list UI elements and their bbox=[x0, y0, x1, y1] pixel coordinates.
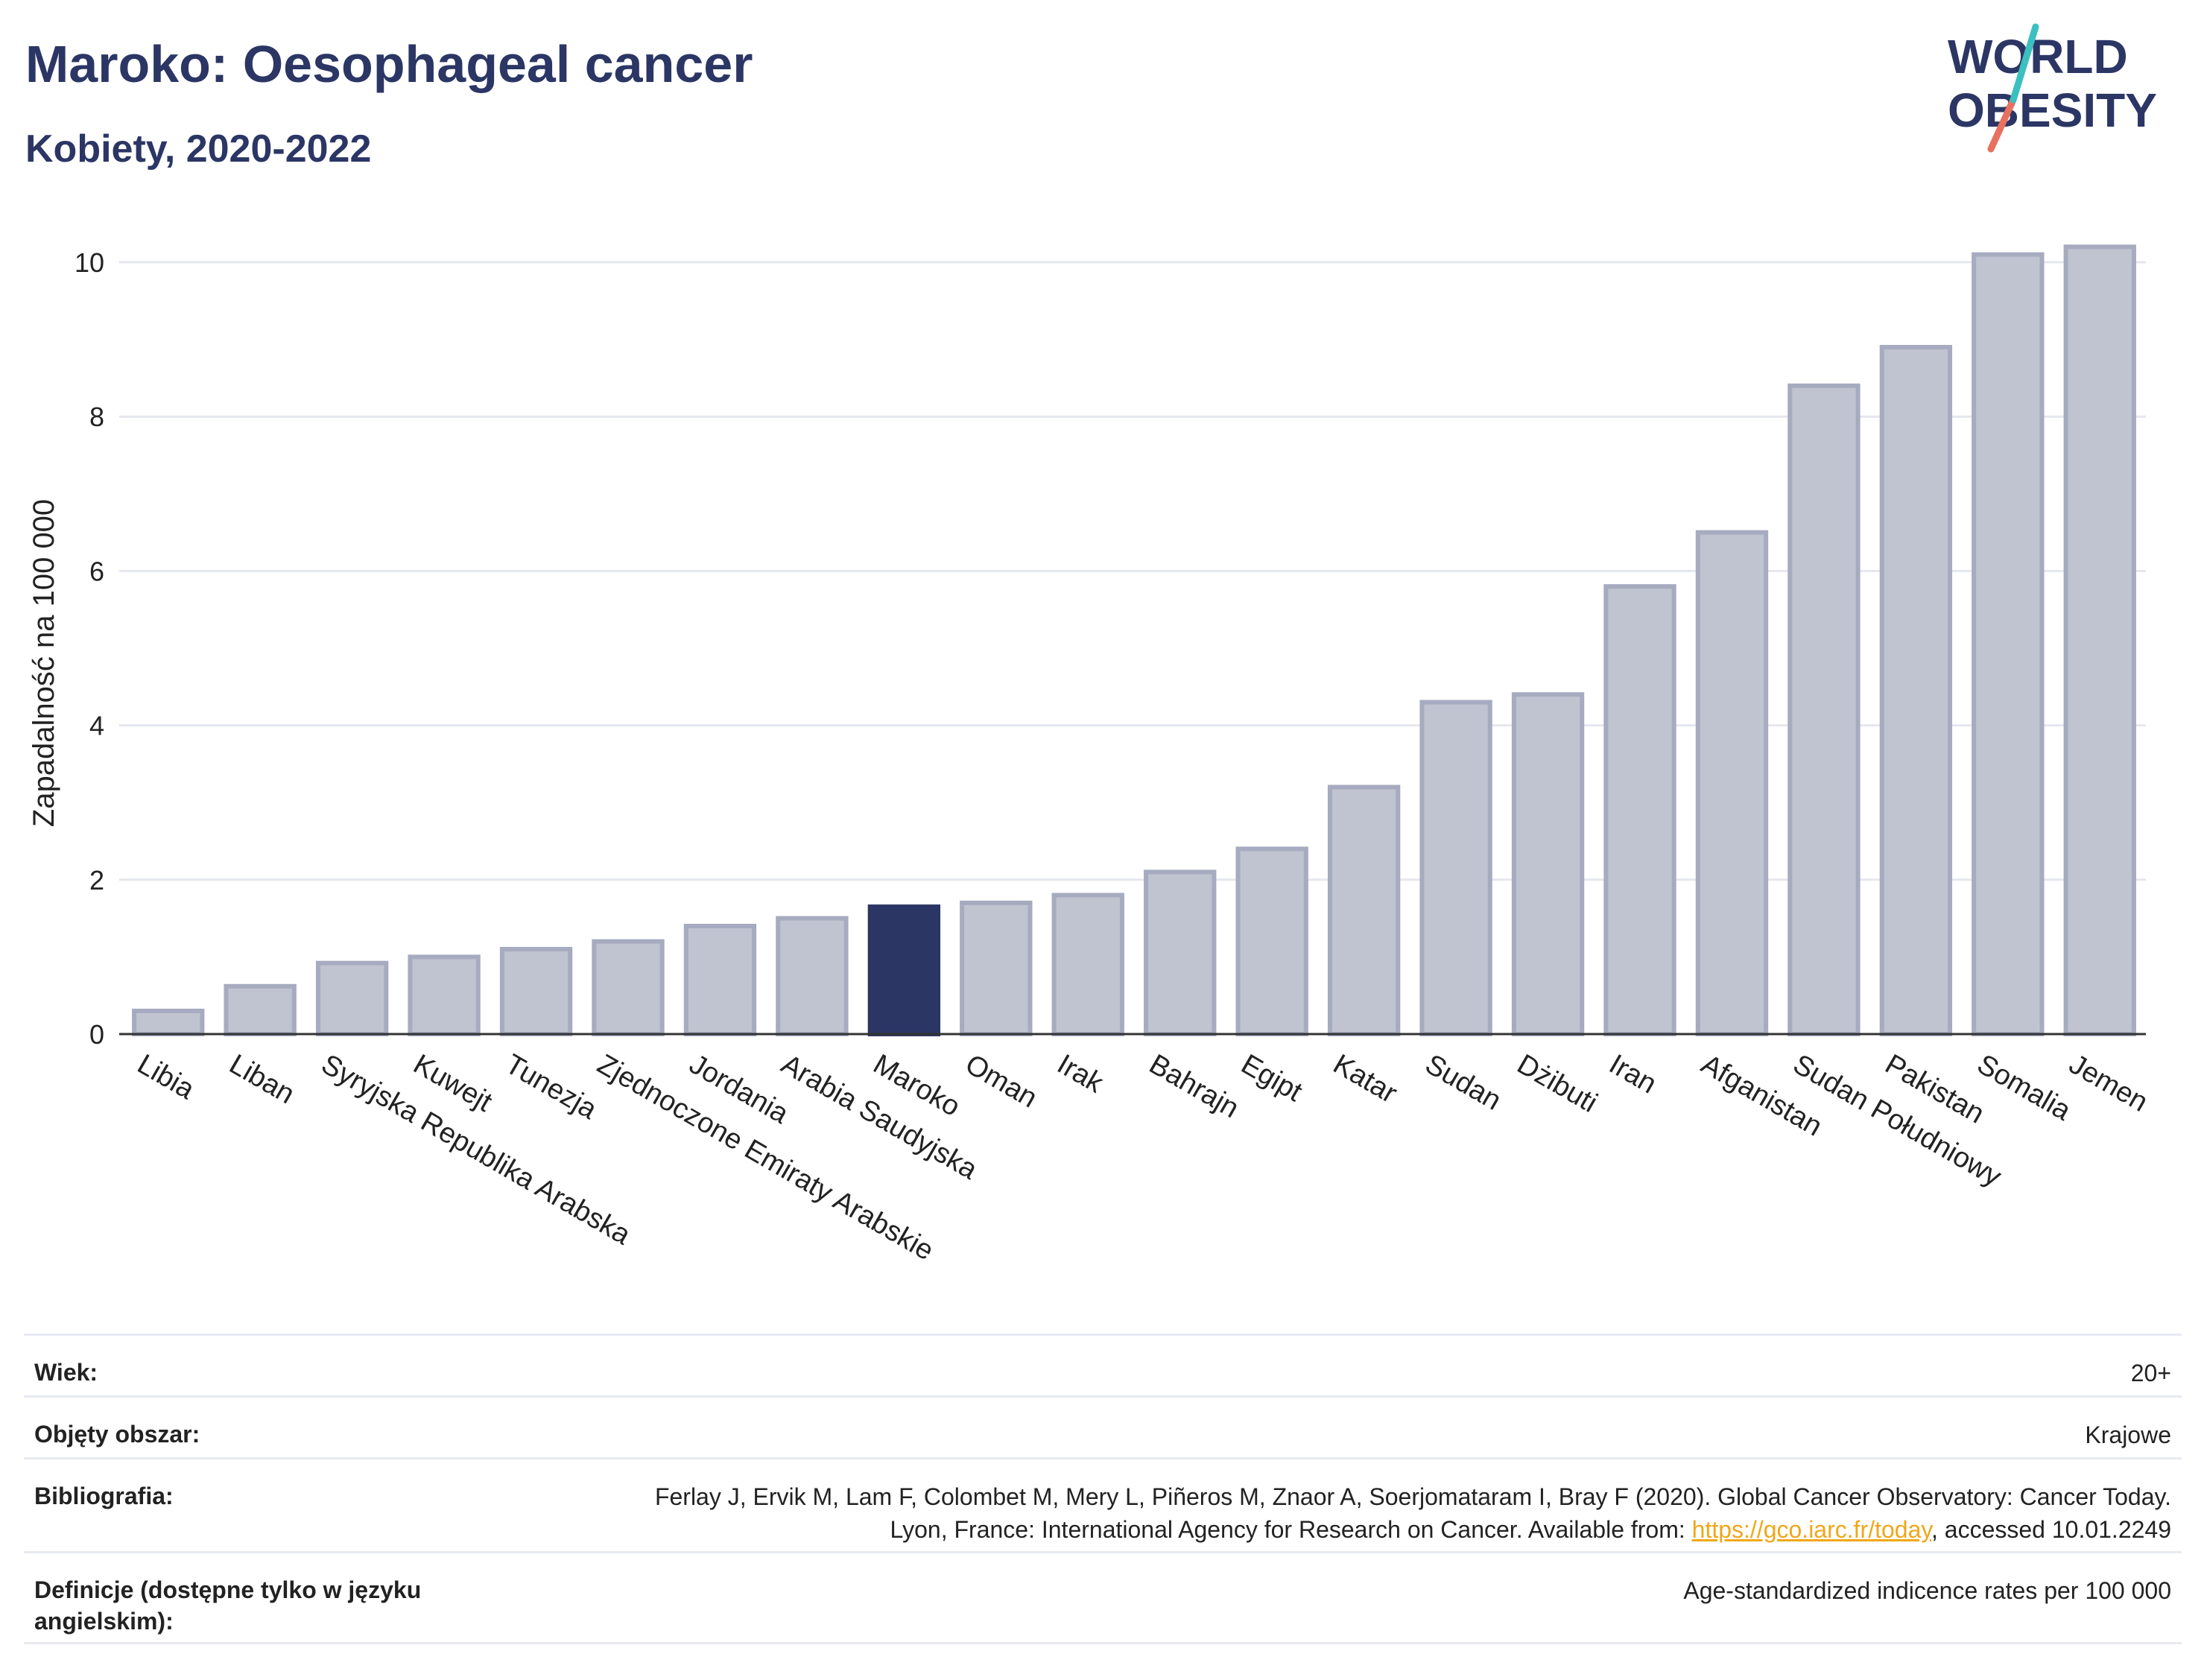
bar-12 bbox=[1235, 846, 1308, 1036]
age-label: Wiek: bbox=[34, 1359, 98, 1386]
bar-7 bbox=[776, 916, 849, 1036]
world-obesity-logo: WORLD OBESITY bbox=[1948, 23, 2157, 153]
info-row-age: Wiek: 20+ bbox=[24, 1334, 2182, 1395]
x-tick-label: Bahrajn bbox=[1144, 1048, 1244, 1124]
chart-title: Maroko: Oesophageal cancer bbox=[25, 35, 753, 93]
info-table: Wiek: 20+ Objęty obszar: Krajowe Bibliog… bbox=[24, 1334, 2182, 1644]
y-tick-label: 8 bbox=[89, 402, 104, 432]
y-tick-label: 10 bbox=[75, 247, 104, 278]
definitions-value: Age-standardized indicence rates per 100… bbox=[1683, 1577, 2171, 1604]
area-value: Krajowe bbox=[2085, 1421, 2171, 1448]
bar-14 bbox=[1419, 700, 1492, 1037]
bar-19 bbox=[1879, 344, 1953, 1036]
info-row-bibliography: Bibliografia: Ferlay J, Ervik M, Lam F, … bbox=[24, 1457, 2182, 1551]
bar-5 bbox=[592, 939, 665, 1037]
bar-1 bbox=[224, 983, 297, 1036]
bar-2 bbox=[315, 960, 389, 1036]
bar-20 bbox=[1972, 252, 2045, 1036]
x-tick-label: Katar bbox=[1328, 1048, 1402, 1109]
age-value: 20+ bbox=[2130, 1360, 2171, 1386]
bar-13 bbox=[1327, 784, 1401, 1036]
bar-9 bbox=[960, 900, 1033, 1036]
bibliography-text: Ferlay J, Ervik M, Lam F, Colombet M, Me… bbox=[654, 1483, 2171, 1543]
bar-8 bbox=[867, 904, 941, 1037]
bar-15 bbox=[1511, 692, 1585, 1036]
x-tick-label: Somalia bbox=[1972, 1048, 2077, 1126]
y-tick-label: 0 bbox=[89, 1019, 104, 1050]
x-tick-label: Jemen bbox=[2064, 1048, 2153, 1118]
x-tick-label: Liban bbox=[224, 1048, 300, 1110]
bibliography-label: Bibliografia: bbox=[34, 1483, 174, 1509]
y-tick-label: 6 bbox=[89, 556, 104, 586]
info-row-definitions: Definicje (dostępne tylko w języku angie… bbox=[24, 1551, 2182, 1644]
y-tick-label: 4 bbox=[89, 711, 104, 741]
x-tick-label: Tunezja bbox=[500, 1048, 603, 1126]
definitions-label: Definicje (dostępne tylko w języku angie… bbox=[34, 1576, 422, 1635]
x-tick-label: Iran bbox=[1604, 1048, 1662, 1100]
x-tick-label: Libia bbox=[132, 1048, 200, 1106]
info-row-area: Objęty obszar: Krajowe bbox=[24, 1395, 2182, 1457]
bar-4 bbox=[499, 947, 573, 1037]
bar-17 bbox=[1695, 530, 1769, 1036]
bibliography-link[interactable]: https://gco.iarc.fr/today bbox=[1691, 1516, 1931, 1543]
y-tick-label: 2 bbox=[89, 865, 104, 896]
area-label: Objęty obszar: bbox=[34, 1421, 200, 1448]
x-tick-label: Egipt bbox=[1236, 1048, 1308, 1108]
bar-3 bbox=[408, 954, 481, 1037]
bar-0 bbox=[132, 1008, 205, 1037]
logo-word-2: OBESITY bbox=[1948, 83, 2157, 137]
bar-16 bbox=[1603, 584, 1676, 1036]
bibliography-accessed: , accessed 10.01.2249 bbox=[1931, 1516, 2171, 1543]
x-tick-label: Oman bbox=[960, 1048, 1042, 1114]
logo-word-1: WORLD bbox=[1948, 30, 2128, 83]
bar-chart: 0 2 4 6 8 10 Zapadalność na 100 000 Libia Liban S… bbox=[28, 244, 2153, 1267]
x-tick-label: Sudan bbox=[1420, 1048, 1507, 1116]
x-tick-label: Dżibuti bbox=[1512, 1048, 1603, 1118]
bar-21 bbox=[2063, 244, 2136, 1036]
bar-18 bbox=[1787, 383, 1861, 1036]
y-axis-title: Zapadalność na 100 000 bbox=[28, 499, 60, 827]
bar-11 bbox=[1144, 869, 1217, 1036]
bar-6 bbox=[683, 923, 757, 1036]
chart-subtitle: Kobiety, 2020-2022 bbox=[25, 127, 372, 171]
bar-10 bbox=[1051, 893, 1124, 1037]
bibliography-value: Ferlay J, Ervik M, Lam F, Colombet M, Me… bbox=[607, 1480, 2171, 1551]
x-tick-label: Irak bbox=[1052, 1048, 1109, 1100]
